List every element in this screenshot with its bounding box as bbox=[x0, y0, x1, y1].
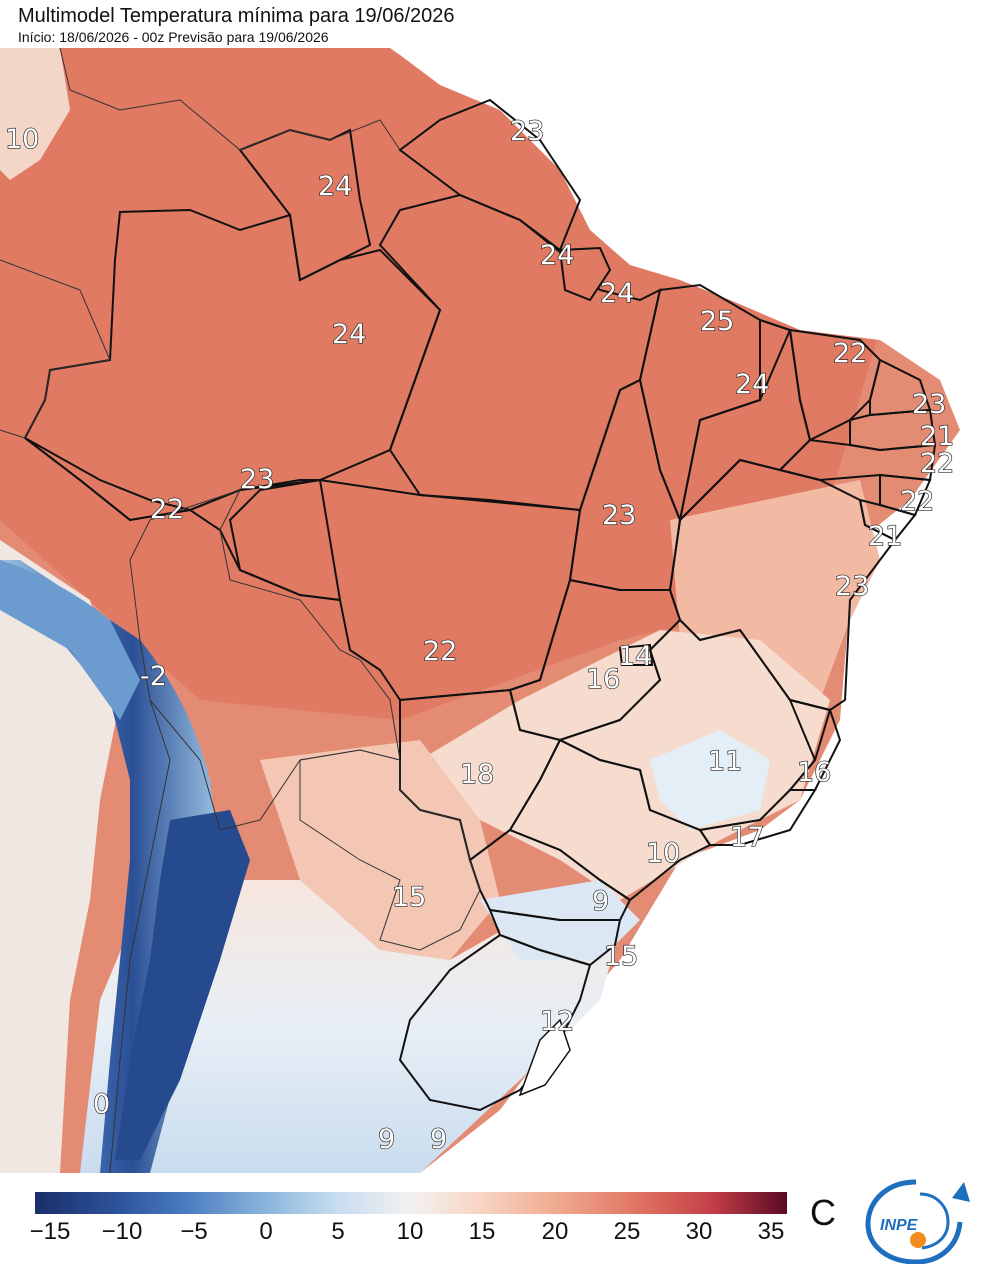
logo-arrow bbox=[952, 1182, 970, 1202]
pernambuco-border bbox=[778, 438, 937, 482]
temp-label: 11 bbox=[708, 746, 742, 777]
temp-label: 22 bbox=[423, 636, 457, 667]
central-south-region bbox=[260, 740, 500, 960]
colorbar-tick: 20 bbox=[541, 1218, 569, 1245]
temperature-labels: 10 23 24 24 24 24 25 22 24 23 21 22 22 2… bbox=[4, 115, 955, 1155]
ceara-border bbox=[788, 328, 882, 442]
andes-north-cold bbox=[0, 560, 140, 720]
map-subtitle: Início: 18/06/2026 - 00z Previsão para 1… bbox=[18, 29, 329, 45]
temp-label: 16 bbox=[797, 757, 831, 788]
temp-label: 22 bbox=[150, 494, 184, 525]
argentina-chile-border bbox=[109, 699, 171, 1173]
northwest-cool-spot bbox=[0, 48, 70, 180]
temp-label: 23 bbox=[240, 464, 274, 495]
colorbar-tick: 15 bbox=[468, 1218, 496, 1245]
paraguay-border bbox=[299, 749, 481, 951]
df-border bbox=[618, 643, 654, 666]
temp-label: 12 bbox=[540, 1006, 574, 1037]
venezuela-border bbox=[59, 48, 401, 151]
rio-grande-sul-border bbox=[398, 933, 592, 1112]
lagoa-dos-patos bbox=[518, 1018, 571, 1097]
colorbar-tick: −15 bbox=[29, 1218, 71, 1245]
colorbar-tick: 30 bbox=[685, 1218, 713, 1245]
northeast-mild-region bbox=[670, 480, 880, 700]
atlantic-ocean bbox=[390, 48, 984, 1173]
country-borders bbox=[0, 48, 481, 1173]
acre-border bbox=[24, 437, 191, 522]
parana-border bbox=[468, 828, 632, 921]
temperature-map: 10 23 24 24 24 24 25 22 24 23 21 22 22 2… bbox=[0, 48, 984, 1173]
temp-label: 9 bbox=[592, 886, 609, 917]
colorbar-tick: 0 bbox=[259, 1218, 273, 1245]
temp-label: 24 bbox=[735, 369, 769, 400]
temp-label: 9 bbox=[378, 1124, 395, 1155]
pacific-coast bbox=[0, 540, 120, 1173]
temp-label: 17 bbox=[730, 822, 764, 853]
temp-label: 23 bbox=[510, 116, 544, 147]
peru-colombia-border bbox=[0, 259, 111, 439]
temp-label: 0 bbox=[93, 1089, 110, 1120]
logo-swoosh-outer bbox=[865, 1179, 963, 1264]
logo-text: INPE bbox=[880, 1217, 919, 1234]
temp-label: 23 bbox=[912, 389, 946, 420]
colorbar-tick: 35 bbox=[757, 1218, 785, 1245]
temp-label: 21 bbox=[920, 421, 954, 452]
colorbar bbox=[35, 1192, 787, 1214]
colorbar-gradient bbox=[35, 1192, 787, 1214]
temp-label: 24 bbox=[600, 278, 634, 309]
temp-label: 21 bbox=[868, 521, 902, 552]
colorbar-unit: C bbox=[810, 1192, 836, 1233]
rondonia-border bbox=[187, 479, 342, 602]
temp-label: 24 bbox=[318, 171, 352, 202]
temp-label: 16 bbox=[586, 664, 620, 695]
temp-label: 22 bbox=[920, 448, 954, 479]
andes-coldest-core bbox=[115, 810, 250, 1160]
temp-label: 10 bbox=[646, 838, 680, 869]
temp-label: 25 bbox=[700, 306, 734, 337]
temp-label: 14 bbox=[618, 641, 652, 672]
colorbar-tick: 5 bbox=[331, 1218, 345, 1245]
temp-label: 18 bbox=[460, 759, 494, 790]
amapa-border bbox=[398, 98, 582, 252]
temp-label: 24 bbox=[540, 240, 574, 271]
temp-label: 22 bbox=[833, 338, 867, 369]
temp-label: -2 bbox=[140, 661, 167, 692]
serra-cool-spot bbox=[650, 730, 770, 830]
colorbar-tick: −5 bbox=[180, 1218, 208, 1245]
temp-label: 23 bbox=[835, 571, 869, 602]
temp-label: 15 bbox=[392, 882, 426, 913]
rio-border bbox=[698, 789, 817, 846]
temp-label: 22 bbox=[900, 486, 934, 517]
marajo-island bbox=[558, 246, 612, 302]
colorbar-tick: 25 bbox=[613, 1218, 641, 1245]
map-title: Multimodel Temperatura mínima para 19/06… bbox=[18, 5, 455, 27]
colorbar-tick: 10 bbox=[396, 1218, 424, 1245]
temp-label: 23 bbox=[602, 500, 636, 531]
maranhao-border bbox=[638, 283, 792, 524]
temp-label: 10 bbox=[5, 124, 39, 155]
inpe-logo: INPE bbox=[865, 1179, 970, 1264]
temp-label: 9 bbox=[430, 1124, 447, 1155]
temp-label: 24 bbox=[332, 319, 366, 350]
state-borders bbox=[23, 98, 937, 1112]
logo-orange-dot bbox=[910, 1232, 926, 1248]
temp-label: 15 bbox=[604, 941, 638, 972]
southeast-mild-region bbox=[420, 630, 830, 900]
colorbar-tick: −10 bbox=[101, 1218, 143, 1245]
logo-swoosh-inner bbox=[919, 1192, 950, 1250]
